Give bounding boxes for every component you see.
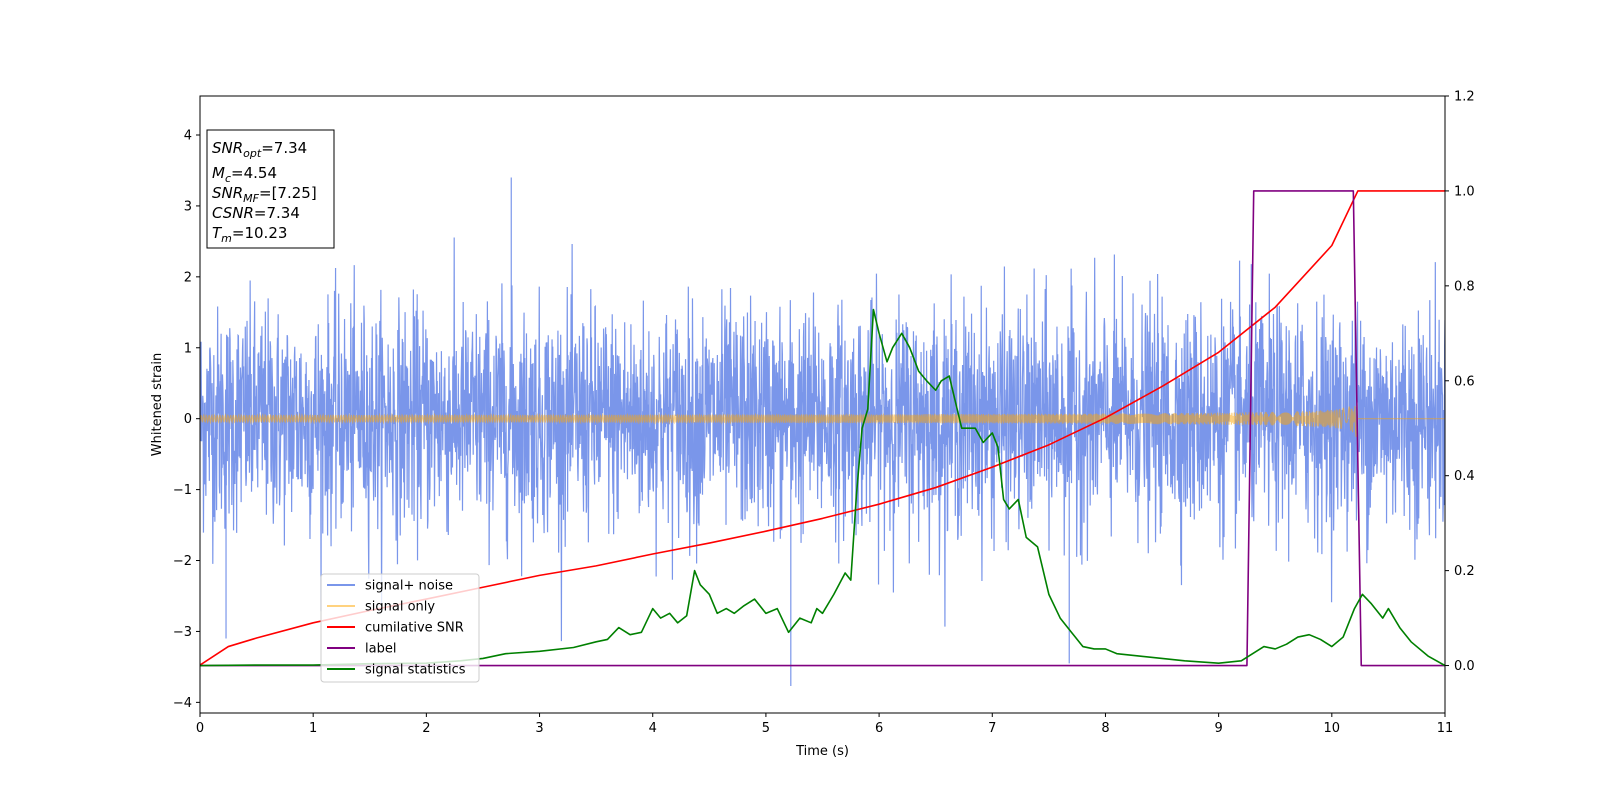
series-label	[200, 190, 1445, 667]
x-tick-label: 9	[1214, 721, 1222, 736]
info-line: SNRMF=[7.25]	[212, 184, 317, 205]
x-tick-label: 3	[535, 721, 543, 736]
info-line: Mc=4.54	[212, 164, 277, 185]
legend-label: signal only	[365, 600, 435, 615]
y-tick-label-right: 0.0	[1454, 659, 1475, 674]
y-tick-label-left: −2	[173, 554, 192, 569]
x-tick-label: 10	[1324, 721, 1341, 736]
x-tick-label: 1	[309, 721, 317, 736]
legend-frame	[320, 573, 480, 683]
y-tick-label-right: 0.4	[1454, 469, 1475, 484]
y-tick-label-left: 3	[184, 199, 192, 214]
legend-label: cumilative SNR	[365, 621, 464, 636]
y-tick-label-right: 0.8	[1454, 279, 1475, 294]
y-tick-label-right: 0.2	[1454, 564, 1475, 579]
plot-frame	[199, 95, 1446, 714]
x-tick-label: 6	[875, 721, 883, 736]
y-tick-label-right: 1.2	[1454, 90, 1475, 105]
x-tick-label: 7	[988, 721, 996, 736]
y-tick-label-left: 1	[184, 341, 192, 356]
info-line: CSNR=7.34	[212, 204, 300, 222]
x-tick-label: 11	[1437, 721, 1454, 736]
y-tick-label-left: −3	[173, 625, 192, 640]
y-axis-label: Whitened strain	[150, 353, 165, 456]
legend-label: signal statistics	[365, 663, 466, 678]
series-signal-noise	[200, 177, 1445, 687]
y-tick-label-left: 2	[184, 270, 192, 285]
x-tick-label: 5	[762, 721, 770, 736]
axis-ticks: 0 1 2 3 4 5 6 7 8 9 10 1143210−1−2−3−41.21.00.80.60…	[173, 90, 1475, 737]
y-tick-label-left: −4	[173, 696, 192, 711]
info-box-frame	[206, 129, 335, 249]
legend-label: signal+ noise	[365, 579, 453, 594]
series-signal-statistics	[200, 308, 1445, 667]
y-tick-label-right: 1.0	[1454, 184, 1475, 199]
y-tick-label-left: 0	[184, 412, 192, 427]
series-signal-only	[200, 402, 1445, 438]
x-tick-label: 4	[649, 721, 657, 736]
y-tick-label-left: 4	[184, 129, 192, 144]
legend-label: label	[365, 642, 396, 657]
info-line: SNRopt=7.34	[212, 139, 307, 160]
legend: signal+ noise signal only cumilative SNR la…	[320, 573, 480, 683]
plot-area	[200, 177, 1445, 687]
y-tick-label-left: −1	[173, 483, 192, 498]
y-tick-label-right: 0.6	[1454, 374, 1475, 389]
x-tick-label: 8	[1101, 721, 1109, 736]
info-line: Tm=10.23	[212, 224, 287, 245]
x-tick-label: 0	[196, 721, 204, 736]
x-tick-label: 2	[422, 721, 430, 736]
x-axis-label: Time (s)	[795, 744, 849, 759]
